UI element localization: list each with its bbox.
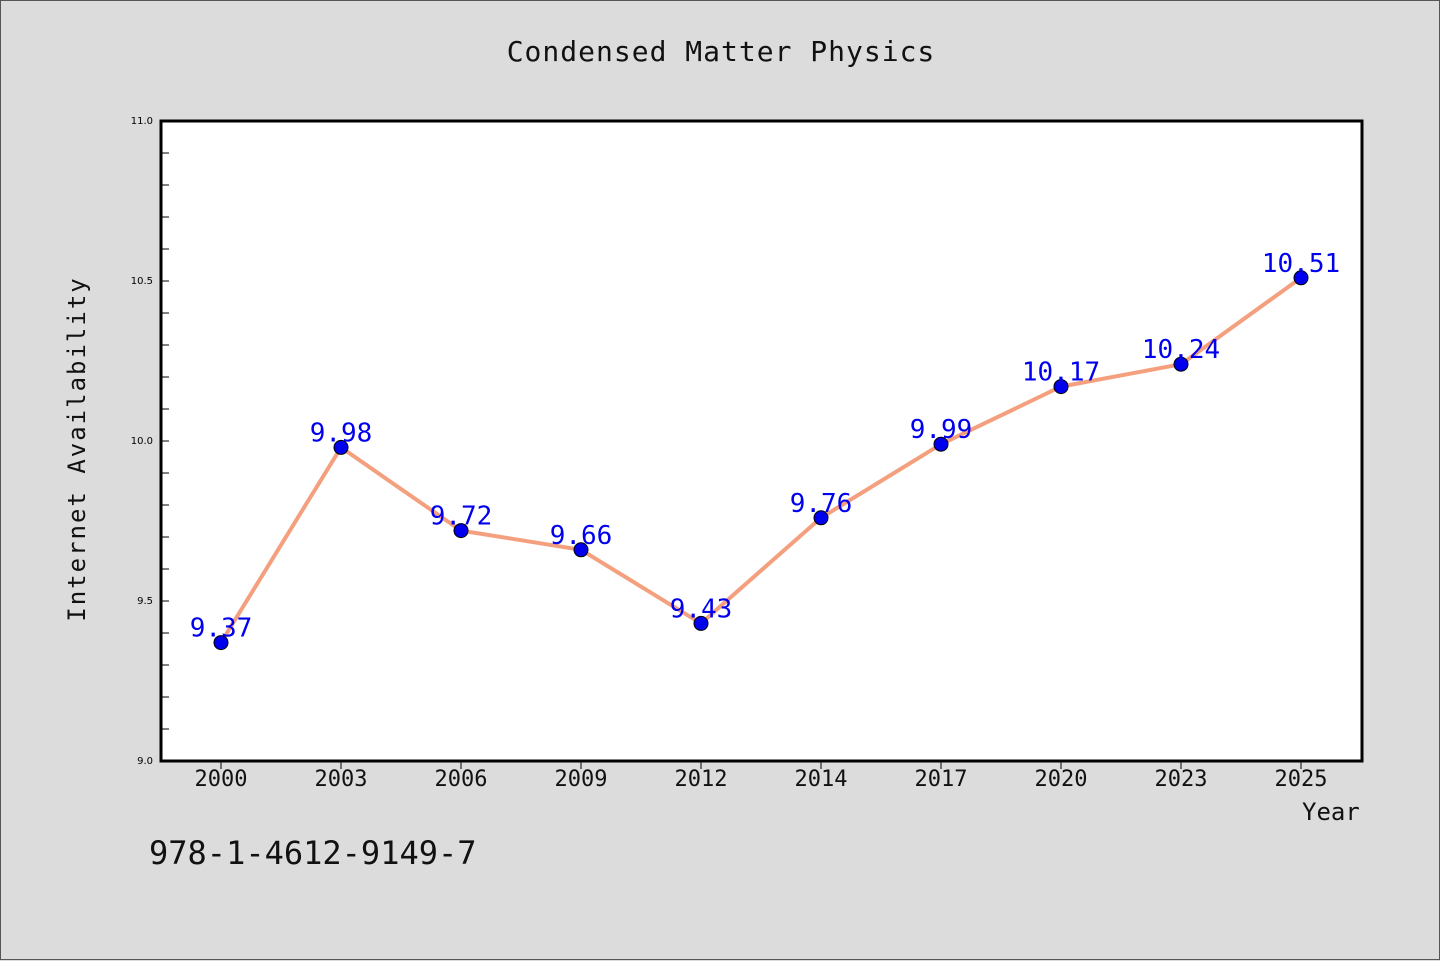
x-tick-label: 2006 bbox=[435, 767, 488, 792]
y-axis-label: Internet Availability bbox=[63, 276, 91, 622]
data-label: 9.76 bbox=[790, 489, 853, 519]
data-label: 9.37 bbox=[190, 614, 253, 644]
x-tick-label: 2009 bbox=[555, 767, 608, 792]
data-label: 10.17 bbox=[1022, 358, 1100, 388]
plot-area bbox=[161, 121, 1362, 761]
data-label: 10.24 bbox=[1142, 335, 1220, 365]
y-tick-label: 10.5 bbox=[131, 276, 153, 287]
data-point bbox=[693, 615, 709, 631]
data-label: 9.72 bbox=[430, 502, 493, 532]
data-point bbox=[933, 436, 949, 452]
x-tick-label: 2023 bbox=[1155, 767, 1208, 792]
series-line bbox=[219, 275, 1303, 645]
data-point bbox=[1173, 356, 1189, 372]
x-tick-label: 2000 bbox=[195, 767, 248, 792]
x-tick-label: 2012 bbox=[675, 767, 728, 792]
data-point bbox=[333, 439, 349, 455]
data-label: 9.43 bbox=[670, 594, 733, 624]
x-axis-label: Year bbox=[1302, 798, 1360, 826]
chart-title: Condensed Matter Physics bbox=[506, 35, 936, 68]
plot-frame bbox=[159, 119, 1364, 763]
data-label: 10.51 bbox=[1262, 249, 1340, 279]
data-point bbox=[213, 635, 229, 651]
data-label: 9.98 bbox=[310, 418, 373, 448]
x-tick-label: 2020 bbox=[1035, 767, 1088, 792]
data-point bbox=[573, 542, 589, 558]
data-label: 9.99 bbox=[910, 415, 973, 445]
data-point bbox=[1293, 270, 1309, 286]
data-point bbox=[813, 510, 829, 526]
x-tick-label: 2025 bbox=[1275, 767, 1328, 792]
data-label: 9.66 bbox=[550, 521, 613, 551]
x-tick-label: 2014 bbox=[795, 767, 848, 792]
data-point bbox=[453, 523, 469, 539]
y-tick-label: 9.5 bbox=[137, 596, 153, 607]
x-tick-label: 2003 bbox=[315, 767, 368, 792]
y-tick-label: 10.0 bbox=[131, 436, 153, 447]
x-tick-label: 2017 bbox=[915, 767, 968, 792]
y-tick-label: 9.0 bbox=[137, 756, 153, 767]
y-tick-label: 11.0 bbox=[131, 116, 153, 127]
data-point bbox=[1053, 379, 1069, 395]
isbn-code: 978-1-4612-9149-7 bbox=[149, 834, 477, 872]
